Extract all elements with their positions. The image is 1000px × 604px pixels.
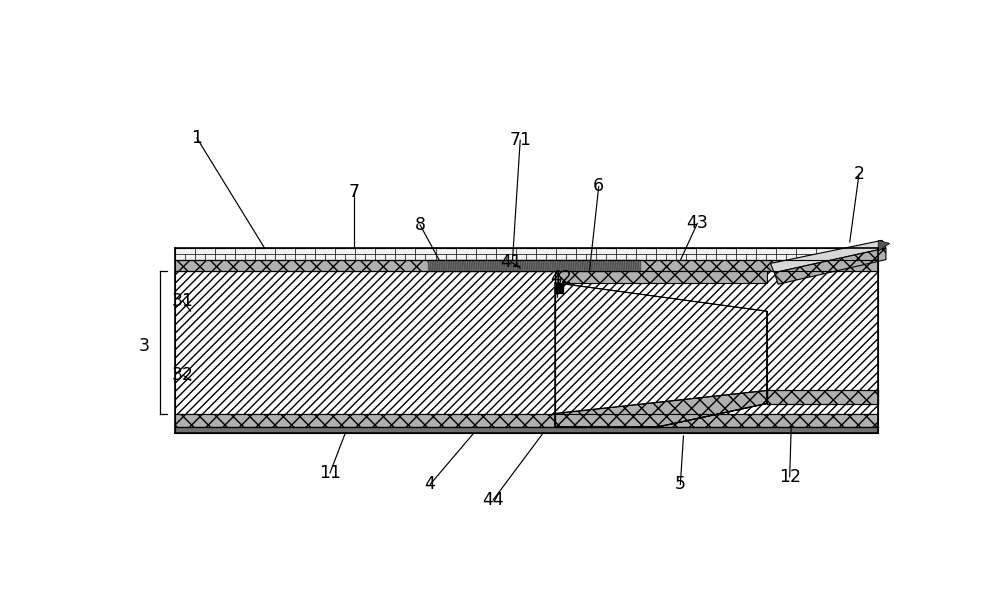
Text: 7: 7: [348, 183, 359, 201]
Text: 43: 43: [686, 214, 708, 233]
Text: 6: 6: [593, 178, 604, 196]
Text: 42: 42: [550, 269, 572, 287]
Text: 1: 1: [191, 129, 202, 147]
Text: 32: 32: [172, 366, 194, 384]
Polygon shape: [555, 283, 767, 426]
Polygon shape: [774, 248, 886, 284]
Bar: [175, 260, 878, 271]
Polygon shape: [767, 391, 878, 403]
Text: 8: 8: [415, 216, 426, 234]
Text: 41: 41: [500, 253, 522, 271]
Bar: [555, 284, 563, 293]
Polygon shape: [555, 391, 767, 426]
Text: 3: 3: [139, 337, 150, 355]
Polygon shape: [770, 240, 886, 272]
Text: 2: 2: [854, 165, 864, 183]
Polygon shape: [555, 271, 767, 283]
Text: 11: 11: [319, 464, 341, 482]
Bar: [175, 414, 878, 426]
Text: 71: 71: [509, 131, 531, 149]
Text: 44: 44: [482, 491, 504, 509]
Bar: [175, 271, 878, 414]
Text: 4: 4: [425, 475, 436, 493]
Polygon shape: [878, 240, 890, 251]
Text: 5: 5: [675, 475, 686, 493]
Text: 31: 31: [172, 292, 194, 310]
Polygon shape: [428, 260, 640, 271]
Bar: [175, 248, 878, 260]
Bar: [175, 426, 878, 433]
Text: 12: 12: [779, 467, 801, 486]
